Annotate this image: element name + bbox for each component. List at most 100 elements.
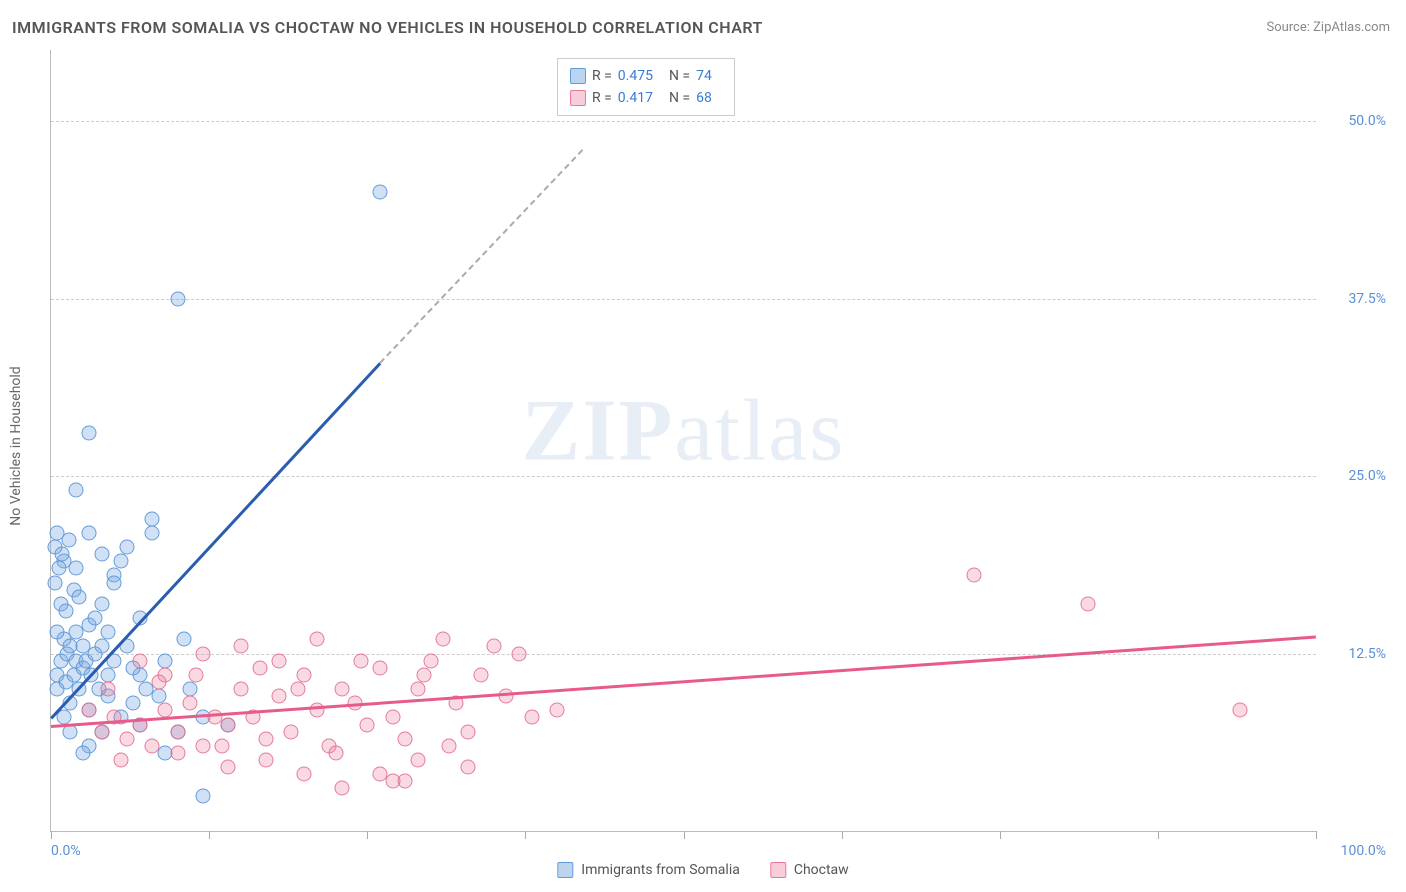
scatter-point xyxy=(221,760,236,775)
scatter-point xyxy=(100,625,115,640)
plot-container: ZIPatlas 12.5%25.0%37.5%50.0%0.0%100.0%R… xyxy=(50,50,1316,832)
scatter-point xyxy=(259,731,274,746)
n-label: N = xyxy=(669,87,690,109)
scatter-point xyxy=(436,632,451,647)
source-link[interactable]: ZipAtlas.com xyxy=(1313,20,1390,35)
n-value: 68 xyxy=(696,87,712,109)
scatter-point xyxy=(51,561,66,576)
scatter-point xyxy=(259,753,274,768)
y-tick-label: 37.5% xyxy=(1348,291,1386,307)
scatter-point xyxy=(309,632,324,647)
gridline-h xyxy=(51,299,1316,300)
scatter-point xyxy=(56,710,71,725)
scatter-point xyxy=(81,703,96,718)
x-tick xyxy=(684,831,685,839)
scatter-point xyxy=(233,639,248,654)
legend-stat-row: R =0.475N =74 xyxy=(570,65,722,87)
legend-swatch-1 xyxy=(557,862,573,878)
legend-stat-row: R = 0.417 N = 68 xyxy=(570,87,722,109)
source-prefix: Source: xyxy=(1266,20,1313,35)
scatter-point xyxy=(284,724,299,739)
scatter-point xyxy=(145,525,160,540)
scatter-point xyxy=(499,689,514,704)
scatter-point xyxy=(94,596,109,611)
scatter-point xyxy=(119,731,134,746)
scatter-point xyxy=(385,710,400,725)
scatter-point xyxy=(271,689,286,704)
scatter-point xyxy=(119,540,134,555)
scatter-point xyxy=(81,525,96,540)
n-label: N = xyxy=(669,65,690,87)
scatter-point xyxy=(170,291,185,306)
scatter-point xyxy=(512,646,527,661)
x-axis-label-left: 0.0% xyxy=(51,843,81,859)
legend-swatch xyxy=(570,68,586,84)
chart-title: IMMIGRANTS FROM SOMALIA VS CHOCTAW NO VE… xyxy=(12,18,763,37)
scatter-point xyxy=(71,589,86,604)
legend-item-somalia: Immigrants from Somalia xyxy=(557,862,740,878)
legend-bottom: Immigrants from Somalia Choctaw xyxy=(557,862,848,878)
legend-label-2: Choctaw xyxy=(794,862,849,878)
scatter-point xyxy=(297,767,312,782)
scatter-point xyxy=(967,568,982,583)
scatter-point xyxy=(113,554,128,569)
legend-swatch xyxy=(570,90,586,106)
legend-item-choctaw: Choctaw xyxy=(770,862,849,878)
scatter-point xyxy=(328,745,343,760)
x-tick xyxy=(1158,831,1159,839)
scatter-point xyxy=(176,632,191,647)
scatter-point xyxy=(290,682,305,697)
scatter-point xyxy=(461,760,476,775)
x-tick xyxy=(367,831,368,839)
scatter-point xyxy=(132,653,147,668)
scatter-point xyxy=(195,738,210,753)
x-tick xyxy=(51,831,52,839)
x-tick xyxy=(209,831,210,839)
y-axis-label: No Vehicles in Household xyxy=(8,366,24,525)
scatter-point xyxy=(297,667,312,682)
scatter-point xyxy=(442,738,457,753)
scatter-point xyxy=(94,639,109,654)
r-value: 0.475 xyxy=(618,65,653,87)
scatter-point xyxy=(170,745,185,760)
scatter-point xyxy=(113,753,128,768)
legend-swatch-2 xyxy=(770,862,786,878)
scatter-point xyxy=(47,575,62,590)
scatter-point xyxy=(385,774,400,789)
scatter-point xyxy=(461,724,476,739)
scatter-point xyxy=(81,426,96,441)
scatter-point xyxy=(69,561,84,576)
scatter-point xyxy=(170,724,185,739)
y-tick-label: 50.0% xyxy=(1348,113,1386,129)
scatter-point xyxy=(75,745,90,760)
legend-top: R =0.475N =74R =0.417N =68 xyxy=(557,58,735,116)
scatter-point xyxy=(372,185,387,200)
scatter-point xyxy=(334,781,349,796)
scatter-point xyxy=(189,667,204,682)
scatter-point xyxy=(252,660,267,675)
plot-area: ZIPatlas 12.5%25.0%37.5%50.0%0.0%100.0%R… xyxy=(50,50,1316,832)
scatter-point xyxy=(353,653,368,668)
r-label: R = xyxy=(592,87,612,109)
scatter-point xyxy=(151,689,166,704)
scatter-point xyxy=(1081,596,1096,611)
source-attribution: Source: ZipAtlas.com xyxy=(1266,20,1390,35)
scatter-point xyxy=(88,611,103,626)
scatter-point xyxy=(550,703,565,718)
x-tick xyxy=(525,831,526,839)
scatter-point xyxy=(157,653,172,668)
scatter-point xyxy=(183,696,198,711)
scatter-point xyxy=(100,682,115,697)
scatter-point xyxy=(410,682,425,697)
r-value: 0.417 xyxy=(618,87,653,109)
watermark-light: atlas xyxy=(674,382,845,479)
scatter-point xyxy=(100,667,115,682)
scatter-point xyxy=(417,667,432,682)
scatter-point xyxy=(334,682,349,697)
y-tick-label: 25.0% xyxy=(1348,468,1386,484)
scatter-point xyxy=(145,738,160,753)
scatter-point xyxy=(69,483,84,498)
scatter-point xyxy=(398,731,413,746)
x-tick xyxy=(1316,831,1317,839)
scatter-point xyxy=(94,724,109,739)
